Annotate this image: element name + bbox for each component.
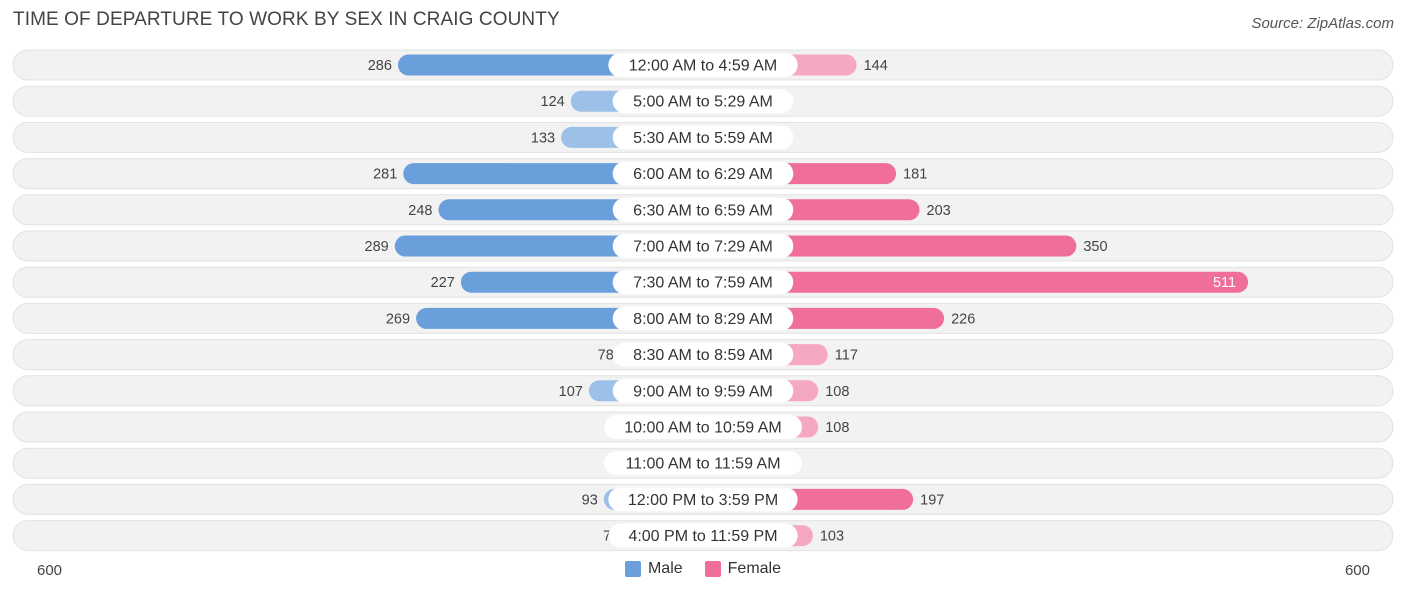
female-value-label: 350 [1083,239,1107,255]
chart-title: TIME OF DEPARTURE TO WORK BY SEX IN CRAI… [13,9,560,30]
male-value-label: 281 [373,167,397,183]
male-value-label: 133 [531,130,555,146]
category-label-pill [608,53,798,77]
category-label-pill [612,125,794,150]
category-label: 7:30 AM to 7:59 AM [633,275,773,292]
category-label: 8:30 AM to 8:59 AM [633,347,773,364]
category-label: 11:00 AM to 11:59 AM [625,456,780,473]
female-value-label: 108 [825,384,849,400]
legend-label-male: Male [647,560,683,577]
female-value-label: 181 [903,167,927,183]
legend-swatch-male [624,561,641,577]
category-label-pill [612,270,794,295]
category-label: 5:00 AM to 5:29 AM [633,94,773,111]
female-value-label: 197 [920,492,944,508]
category-label: 8:00 AM to 8:29 AM [633,311,773,328]
source-credit: Source: ZipAtlas.com [1251,15,1394,32]
female-bar [703,235,1077,257]
category-label-pill [612,306,794,331]
category-label: 4:00 PM to 11:59 PM [628,528,777,545]
category-label-pill [612,378,794,403]
category-label-pill [608,523,798,548]
legend-item-male: Male [624,560,683,578]
axis-right-label: 600 [1344,562,1370,579]
male-value-label: 93 [582,492,598,508]
category-label-pill [604,415,802,439]
male-value-label: 269 [386,311,410,327]
male-value-label: 124 [541,94,565,110]
axis-left-label: 600 [37,562,63,579]
female-bar [703,271,1249,293]
category-label: 7:00 AM to 7:29 AM [633,239,773,256]
female-value-label: 108 [825,420,849,436]
category-label-pill [612,234,794,258]
female-value-label: 203 [927,203,951,219]
category-label-pill [604,451,802,476]
male-value-label: 286 [368,58,392,74]
legend: Male Female [0,560,1406,578]
category-label: 9:00 AM to 9:59 AM [633,383,773,400]
male-value-label: 107 [559,384,583,400]
male-value-label: 289 [365,239,389,255]
female-value-label: 103 [820,529,844,545]
category-label: 10:00 AM to 10:59 AM [624,420,781,437]
male-value-label: 248 [408,203,432,219]
category-label: 6:00 AM to 6:29 AM [633,166,773,183]
female-value-label: 511 [1213,275,1236,291]
legend-label-female: Female [727,560,782,577]
category-label: 12:00 AM to 4:59 AM [629,58,778,75]
category-label-pill [612,161,794,186]
legend-item-female: Female [704,560,782,578]
male-value-label: 227 [431,275,455,291]
category-label: 12:00 PM to 3:59 PM [628,492,778,509]
female-value-label: 226 [951,311,975,327]
category-label-pill [612,197,794,222]
category-label: 6:30 AM to 6:59 AM [633,202,773,219]
female-value-label: 117 [835,348,858,364]
category-label: 5:30 AM to 5:59 AM [633,130,773,147]
female-value-label: 144 [864,58,888,74]
category-label-pill [612,342,794,367]
legend-swatch-female [704,561,721,577]
category-label-pill [612,89,794,114]
male-value-label: 78 [598,348,614,364]
category-label-pill [608,487,798,512]
